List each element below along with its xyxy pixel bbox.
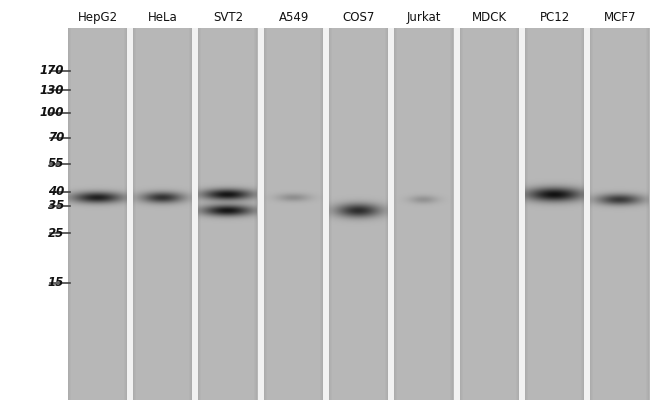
Text: MCF7: MCF7 <box>604 11 636 24</box>
Text: Jurkat: Jurkat <box>407 11 441 24</box>
Text: HeLa: HeLa <box>148 11 178 24</box>
Text: A549: A549 <box>278 11 309 24</box>
Text: PC12: PC12 <box>540 11 570 24</box>
Text: 15: 15 <box>47 276 64 289</box>
Text: 25: 25 <box>47 227 64 240</box>
Text: HepG2: HepG2 <box>77 11 118 24</box>
Text: SVT2: SVT2 <box>213 11 243 24</box>
Text: COS7: COS7 <box>343 11 375 24</box>
Text: 70: 70 <box>47 131 64 144</box>
Text: 55: 55 <box>47 157 64 170</box>
Text: 35: 35 <box>47 199 64 212</box>
Text: 130: 130 <box>40 84 64 97</box>
Text: 40: 40 <box>47 185 64 198</box>
Text: 170: 170 <box>40 64 64 77</box>
Text: MDCK: MDCK <box>472 11 507 24</box>
Text: 100: 100 <box>40 106 64 119</box>
